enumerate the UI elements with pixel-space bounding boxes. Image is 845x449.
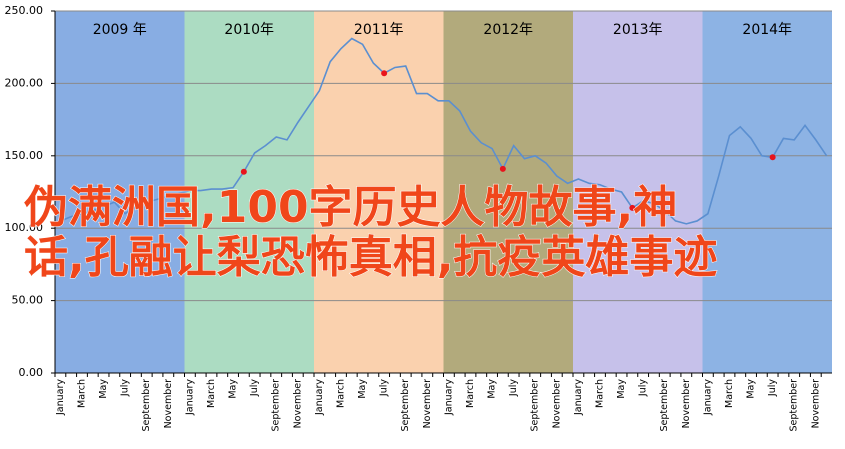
x-tick-label: January xyxy=(314,379,325,416)
x-tick-label: May xyxy=(228,379,239,399)
highlight-point xyxy=(629,204,636,211)
y-tick-label: 50.00 xyxy=(12,294,44,307)
band-label: 2013年 xyxy=(613,22,663,38)
x-tick-label: March xyxy=(335,379,346,408)
year-band xyxy=(573,11,703,373)
x-tick-label: May xyxy=(357,379,368,399)
year-band xyxy=(55,11,185,373)
x-tick-label: January xyxy=(55,379,66,416)
x-tick-label: March xyxy=(724,379,735,408)
x-tick-label: November xyxy=(810,379,821,429)
x-tick-label: January xyxy=(443,379,454,416)
year-band xyxy=(184,11,314,373)
highlight-point xyxy=(499,165,506,172)
x-tick-label: January xyxy=(573,379,584,416)
x-tick-label: July xyxy=(508,379,519,397)
y-tick-label: 150.00 xyxy=(5,149,44,162)
x-tick-label: September xyxy=(530,379,541,432)
highlight-point xyxy=(240,168,247,175)
x-tick-label: July xyxy=(120,379,131,397)
x-tick-label: November xyxy=(551,379,562,429)
x-tick-label: September xyxy=(400,379,411,432)
x-tick-label: May xyxy=(616,379,627,399)
year-band xyxy=(702,11,832,373)
bands xyxy=(55,11,832,373)
x-tick-label: March xyxy=(206,379,217,408)
x-tick-label: July xyxy=(638,379,649,397)
band-label: 2010年 xyxy=(224,22,274,38)
y-tick-label: 200.00 xyxy=(5,76,44,89)
x-tick-label: November xyxy=(163,379,174,429)
y-tick-label: 0.00 xyxy=(19,366,44,379)
band-label: 2012年 xyxy=(483,22,533,38)
x-tick-label: January xyxy=(702,379,713,416)
x-tick-label: September xyxy=(789,379,800,432)
x-tick-label: March xyxy=(76,379,87,408)
overlay-line: 话,孔融让梨恐怖真相,抗疫英雄事迹 xyxy=(24,232,717,283)
labels: 2009 年 2010年 2011年 2012年 2013年 2014年 0.00 50.00… xyxy=(5,4,822,432)
highlight-point xyxy=(381,70,388,77)
x-tick-label: September xyxy=(271,379,282,432)
grid xyxy=(51,10,832,377)
x-tick-label: March xyxy=(594,379,605,408)
x-tick-label: September xyxy=(659,379,670,432)
overlay-line: 伪满洲国,100字历史人物故事,神 xyxy=(24,182,677,233)
highlight-point xyxy=(769,154,776,161)
x-tick-label: November xyxy=(292,379,303,429)
x-tick-label: November xyxy=(422,379,433,429)
x-tick-label: May xyxy=(487,379,498,399)
x-tick-label: May xyxy=(746,379,757,399)
y-tick-label: 100.00 xyxy=(5,221,44,234)
band-label: 2009 年 xyxy=(93,22,147,38)
x-tick-label: March xyxy=(465,379,476,408)
band-label: 2014年 xyxy=(742,22,792,38)
x-tick-label: January xyxy=(184,379,195,416)
x-tick-label: July xyxy=(767,379,778,397)
marks xyxy=(60,37,828,225)
year-band xyxy=(443,11,573,373)
y-tick-label: 250.00 xyxy=(5,4,44,17)
year-band xyxy=(314,11,444,373)
x-tick-label: July xyxy=(379,379,390,397)
band-label: 2011年 xyxy=(354,22,404,38)
x-tick-label: September xyxy=(141,379,152,432)
x-tick-label: May xyxy=(98,379,109,399)
x-tick-label: November xyxy=(681,379,692,429)
x-tick-label: July xyxy=(249,379,260,397)
series-line xyxy=(60,37,828,225)
